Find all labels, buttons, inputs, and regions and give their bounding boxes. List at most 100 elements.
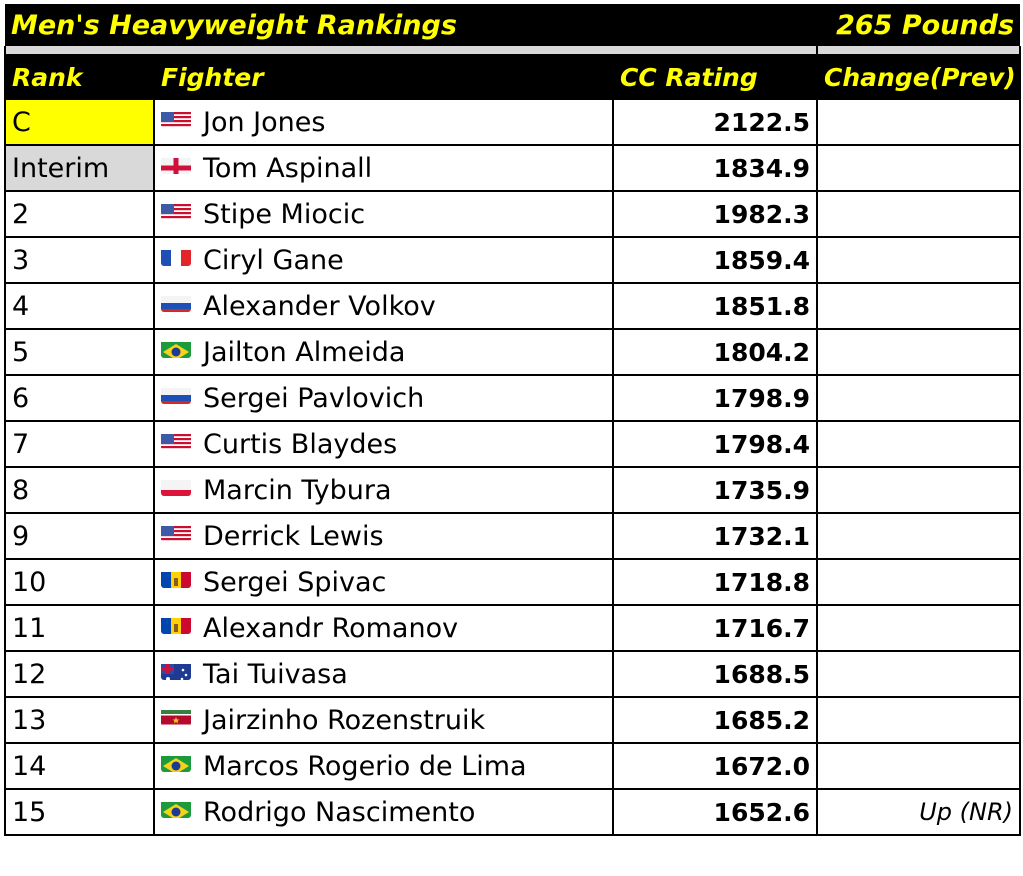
fighter-cell: Curtis Blaydes [153, 420, 614, 468]
rank-cell: 14 [4, 742, 155, 790]
table-row: 2 Stipe Miocic 1982.3 [4, 190, 1022, 238]
header-row: Rank Fighter CC Rating Change(Prev) [4, 54, 1022, 100]
table-row: 5 Jailton Almeida 1804.2 [4, 328, 1022, 376]
table-row: 4 Alexander Volkov 1851.8 [4, 282, 1022, 330]
rating-cell: 1798.4 [611, 420, 819, 468]
fighter-name: Marcos Rogerio de Lima [203, 751, 527, 782]
table-row: 6 Sergei Pavlovich 1798.9 [4, 374, 1022, 422]
header-rank: Rank [4, 54, 155, 100]
rating-cell: 1798.9 [611, 374, 819, 422]
rating-cell: 1834.9 [611, 144, 819, 192]
fighter-cell: Jon Jones [153, 98, 614, 146]
rating-cell: 1685.2 [611, 696, 819, 744]
change-cell [816, 466, 1022, 514]
fighter-name: Stipe Miocic [203, 199, 366, 230]
fighter-cell: Alexandr Romanov [153, 604, 614, 652]
fighter-name: Alexandr Romanov [203, 613, 459, 644]
change-cell [816, 512, 1022, 560]
header-rating: CC Rating [611, 54, 819, 100]
rating-cell: 1716.7 [611, 604, 819, 652]
fighter-cell: Ciryl Gane [153, 236, 614, 284]
rank-cell: 13 [4, 696, 155, 744]
rating-cell: 1688.5 [611, 650, 819, 698]
fighter-name: Derrick Lewis [203, 521, 384, 552]
fighter-name: Tai Tuivasa [203, 659, 348, 690]
change-cell [816, 650, 1022, 698]
table-row: 13 Jairzinho Rozenstruik 1685.2 [4, 696, 1022, 744]
change-cell [816, 328, 1022, 376]
us-flag-icon [161, 200, 191, 220]
table-row: Interim Tom Aspinall 1834.9 [4, 144, 1022, 192]
fighter-name: Jairzinho Rozenstruik [203, 705, 486, 736]
change-cell [816, 98, 1022, 146]
fighter-name: Sergei Pavlovich [203, 383, 425, 414]
rating-cell: 1672.0 [611, 742, 819, 790]
change-cell: Up (NR) [816, 788, 1022, 836]
rank-cell: 15 [4, 788, 155, 836]
table-title: Men's Heavyweight Rankings [5, 4, 818, 46]
fighter-name: Jon Jones [203, 107, 326, 138]
fighter-cell: Alexander Volkov [153, 282, 614, 330]
brazil-flag-icon [161, 338, 191, 358]
russia-flag-icon [161, 292, 191, 312]
rating-cell: 1718.8 [611, 558, 819, 606]
fighter-name: Alexander Volkov [203, 291, 436, 322]
brazil-flag-icon [161, 798, 191, 818]
table-row: 8 Marcin Tybura 1735.9 [4, 466, 1022, 514]
change-cell [816, 604, 1022, 652]
change-cell [816, 282, 1022, 330]
table-row: 14 Marcos Rogerio de Lima 1672.0 [4, 742, 1022, 790]
table-row: 7 Curtis Blaydes 1798.4 [4, 420, 1022, 468]
fighter-name: Sergei Spivac [203, 567, 387, 598]
fighter-cell: Tom Aspinall [153, 144, 614, 192]
fighter-name: Marcin Tybura [203, 475, 392, 506]
header-fighter: Fighter [153, 54, 614, 100]
table-row: 12 Tai Tuivasa 1688.5 [4, 650, 1022, 698]
header-change: Change(Prev) [816, 54, 1022, 100]
rank-cell: 3 [4, 236, 155, 284]
fighter-cell: Sergei Pavlovich [153, 374, 614, 422]
fighter-cell: Jailton Almeida [153, 328, 614, 376]
rank-cell: 11 [4, 604, 155, 652]
fighter-cell: Tai Tuivasa [153, 650, 614, 698]
russia-flag-icon [161, 384, 191, 404]
rating-cell: 1732.1 [611, 512, 819, 560]
moldova-flag-icon [161, 568, 191, 588]
table-row: 15 Rodrigo Nascimento 1652.6 Up (NR) [4, 788, 1022, 836]
rank-cell: C [4, 98, 155, 146]
spacer [816, 46, 1022, 55]
rating-cell: 2122.5 [611, 98, 819, 146]
change-cell [816, 420, 1022, 468]
table-row: 3 Ciryl Gane 1859.4 [4, 236, 1022, 284]
england-flag-icon [161, 154, 191, 174]
rank-cell: 6 [4, 374, 155, 422]
rating-cell: 1851.8 [611, 282, 819, 330]
spacer-row [3, 46, 1022, 55]
fighter-name: Rodrigo Nascimento [203, 797, 476, 828]
poland-flag-icon [161, 476, 191, 496]
rank-cell: 7 [4, 420, 155, 468]
france-flag-icon [161, 246, 191, 266]
brazil-flag-icon [161, 752, 191, 772]
us-flag-icon [161, 430, 191, 450]
rank-cell: 9 [4, 512, 155, 560]
rank-cell: 10 [4, 558, 155, 606]
fighter-cell: Sergei Spivac [153, 558, 614, 606]
rating-cell: 1982.3 [611, 190, 819, 238]
rankings-table: Men's Heavyweight Rankings 265 Pounds Ra… [3, 4, 1022, 836]
rating-cell: 1652.6 [611, 788, 819, 836]
australia-flag-icon [161, 660, 191, 680]
change-cell [816, 144, 1022, 192]
rank-cell: 4 [4, 282, 155, 330]
table-row: 9 Derrick Lewis 1732.1 [4, 512, 1022, 560]
change-cell [816, 374, 1022, 422]
change-cell [816, 696, 1022, 744]
table-row: C Jon Jones 2122.5 [4, 98, 1022, 146]
rating-cell: 1859.4 [611, 236, 819, 284]
rank-cell: 2 [4, 190, 155, 238]
table-row: 10 Sergei Spivac 1718.8 [4, 558, 1022, 606]
us-flag-icon [161, 522, 191, 542]
spacer [3, 46, 819, 55]
rank-cell: 8 [4, 466, 155, 514]
fighter-name: Ciryl Gane [203, 245, 344, 276]
